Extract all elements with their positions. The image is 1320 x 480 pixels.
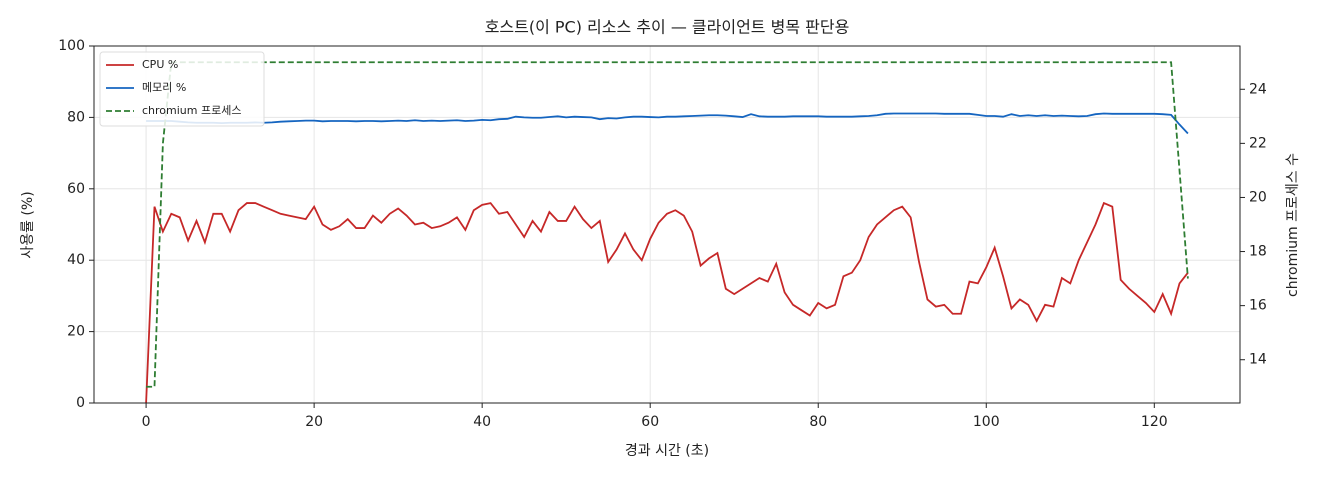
y-tick-label: 0	[76, 395, 85, 411]
y-axis-label: 사용률 (%)	[20, 191, 36, 258]
chart-title: 호스트(이 PC) 리소스 추이 — 클라이언트 병목 판단용	[485, 18, 850, 37]
y2-tick-label: 20	[1249, 189, 1267, 205]
y-tick-label: 60	[67, 181, 85, 197]
legend-box	[99, 51, 265, 127]
y2-tick-label: 16	[1249, 298, 1267, 314]
y2-tick-label: 22	[1249, 135, 1267, 151]
x-tick-label: 100	[973, 414, 1000, 430]
series-line	[146, 61, 1189, 388]
y2-tick-label: 24	[1249, 81, 1267, 97]
x-tick-label: 80	[809, 414, 827, 430]
legend: CPU % 메모리 % chromium 프로세스	[99, 51, 265, 127]
y-tick-label: 40	[67, 252, 85, 268]
legend-label: CPU %	[142, 58, 178, 71]
x-tick-label: 60	[641, 414, 659, 430]
x-tick-label: 20	[305, 414, 323, 430]
series-line	[145, 201, 1189, 404]
y2-tick-label: 14	[1249, 352, 1267, 368]
legend-label: 메모리 %	[142, 81, 186, 94]
y-tick-label: 100	[58, 38, 85, 54]
x-tick-label: 120	[1141, 414, 1168, 430]
y-tick-label: 20	[67, 324, 85, 340]
y2-tick-label: 18	[1249, 244, 1267, 260]
x-tick-label: 40	[473, 414, 491, 430]
x-tick-label: 0	[142, 414, 151, 430]
y2-axis-label: chromium 프로세스 수	[1285, 153, 1301, 297]
series-line	[146, 112, 1189, 135]
y-tick-label: 80	[67, 109, 85, 125]
plot-frame	[93, 45, 1241, 404]
x-axis-label: 경과 시간 (초)	[625, 443, 709, 459]
legend-label: chromium 프로세스	[142, 104, 241, 117]
